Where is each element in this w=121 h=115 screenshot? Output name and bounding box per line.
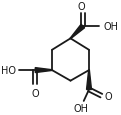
Text: OH: OH (104, 21, 119, 31)
Text: O: O (77, 2, 85, 12)
Text: HO: HO (1, 65, 16, 75)
Text: O: O (31, 88, 39, 98)
Polygon shape (87, 70, 91, 90)
Text: O: O (105, 91, 113, 101)
Polygon shape (35, 68, 52, 73)
Polygon shape (70, 25, 85, 39)
Text: OH: OH (74, 103, 89, 113)
